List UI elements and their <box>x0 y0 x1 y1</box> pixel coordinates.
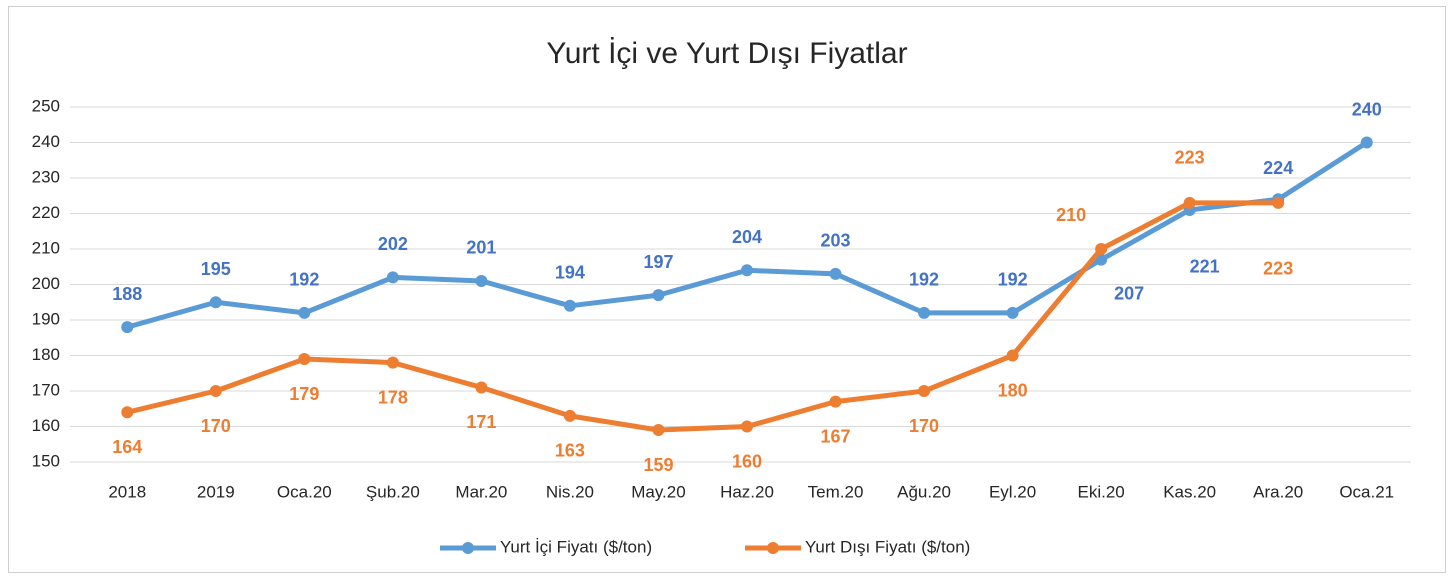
x-tick-label: Eyl.20 <box>989 482 1036 501</box>
y-tick-label: 190 <box>32 309 60 328</box>
marker <box>829 395 842 408</box>
marker <box>209 296 222 309</box>
x-tick-label: Şub.20 <box>366 482 420 501</box>
data-label: 223 <box>1175 148 1205 168</box>
marker <box>209 385 222 397</box>
data-label: 192 <box>909 270 939 290</box>
marker <box>121 406 134 419</box>
data-label: 221 <box>1190 257 1220 277</box>
marker <box>1006 306 1019 319</box>
data-label: 203 <box>821 231 851 251</box>
data-label: 192 <box>289 270 319 290</box>
y-tick-label: 240 <box>32 132 60 151</box>
y-tick-label: 220 <box>32 203 60 222</box>
x-tick-label: Ara.20 <box>1253 482 1303 501</box>
data-label: 194 <box>555 263 585 283</box>
legend-marker <box>462 542 474 554</box>
marker <box>652 289 665 302</box>
data-label: 240 <box>1352 99 1382 119</box>
data-label: 179 <box>289 384 319 404</box>
x-tick-label: Tem.20 <box>808 482 864 501</box>
marker <box>1360 136 1373 149</box>
data-label: 197 <box>643 252 673 272</box>
marker <box>918 385 931 397</box>
marker <box>918 306 931 319</box>
data-label: 170 <box>909 416 939 436</box>
marker <box>1095 243 1108 255</box>
data-label: 178 <box>378 387 408 407</box>
x-tick-label: May.20 <box>631 482 686 501</box>
marker <box>741 264 753 277</box>
x-tick-label: 2018 <box>108 482 146 501</box>
marker <box>829 267 842 280</box>
x-tick-label: 2019 <box>197 482 235 501</box>
chart-title: Yurt İçi ve Yurt Dışı Fiyatlar <box>546 37 907 70</box>
chart-border <box>8 6 1446 573</box>
data-label: 201 <box>466 238 496 258</box>
marker <box>1095 253 1108 266</box>
marker <box>1183 196 1196 209</box>
marker <box>386 271 399 284</box>
marker <box>1006 349 1019 362</box>
data-label: 170 <box>201 416 231 436</box>
x-tick-label: Kas.20 <box>1163 482 1216 501</box>
marker <box>475 274 488 287</box>
data-label: 195 <box>201 259 231 279</box>
y-tick-label: 180 <box>32 345 60 364</box>
marker <box>386 356 399 369</box>
y-tick-label: 230 <box>32 167 60 186</box>
marker <box>1272 196 1285 209</box>
marker <box>652 424 665 437</box>
data-label: 164 <box>112 437 142 457</box>
series-line <box>126 200 1279 433</box>
data-label: 207 <box>1114 283 1144 303</box>
y-tick-label: 150 <box>32 451 60 470</box>
legend-label: Yurt Dışı Fiyatı ($/ton) <box>805 537 970 556</box>
y-tick-label: 210 <box>32 238 60 257</box>
marker <box>741 420 753 433</box>
x-tick-label: Oca.21 <box>1339 482 1394 501</box>
legend-label: Yurt İçi Fiyatı ($/ton) <box>500 537 652 556</box>
marker <box>563 409 576 422</box>
y-tick-label: 200 <box>32 274 60 293</box>
data-label: 159 <box>643 455 673 475</box>
data-label: 204 <box>732 227 762 247</box>
x-tick-label: Ağu.20 <box>897 482 951 501</box>
x-tick-label: Eki.20 <box>1078 482 1125 501</box>
marker <box>298 306 311 319</box>
y-tick-label: 160 <box>32 416 60 435</box>
data-label: 210 <box>1056 205 1086 225</box>
marker <box>121 321 134 334</box>
x-tick-label: Oca.20 <box>277 482 332 501</box>
data-label: 171 <box>466 412 496 432</box>
data-label: 167 <box>821 426 851 446</box>
marker <box>475 381 488 394</box>
data-label: 160 <box>732 451 762 471</box>
x-tick-label: Nis.20 <box>546 482 594 501</box>
y-tick-label: 170 <box>32 380 60 399</box>
x-tick-label: Haz.20 <box>720 482 774 501</box>
data-label: 223 <box>1263 259 1293 279</box>
x-tick-label: Mar.20 <box>455 482 507 501</box>
data-label: 202 <box>378 234 408 254</box>
marker <box>563 299 576 312</box>
data-label: 224 <box>1263 158 1293 178</box>
data-label: 188 <box>112 284 142 304</box>
data-label: 163 <box>555 441 585 461</box>
data-label: 192 <box>998 270 1028 290</box>
legend-marker <box>767 542 779 554</box>
marker <box>298 353 311 366</box>
data-label: 180 <box>998 380 1028 400</box>
y-tick-label: 250 <box>32 96 60 115</box>
